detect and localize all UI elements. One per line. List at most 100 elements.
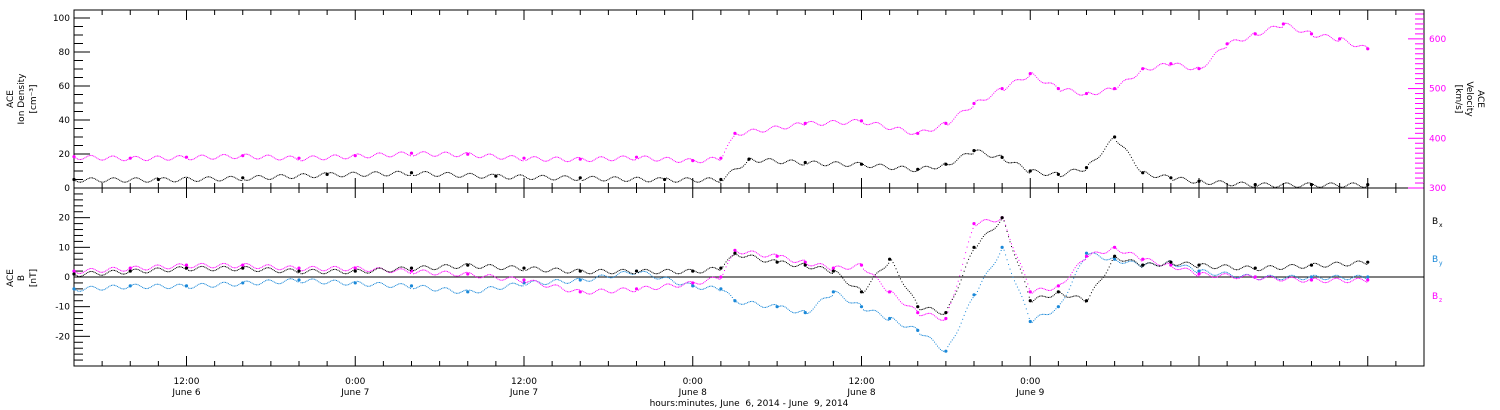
by-series-dot — [1027, 313, 1029, 315]
velocity-series-dot — [430, 154, 432, 156]
velocity-series-dot — [254, 157, 256, 159]
density-series-dot — [919, 168, 921, 170]
density-series-dot — [787, 160, 789, 162]
bx-series-dot — [1361, 261, 1363, 263]
velocity-series-point — [466, 152, 470, 156]
bx-series-dot — [358, 268, 360, 270]
top-right-tick-label: 300 — [1429, 184, 1446, 194]
density-series-dot — [152, 179, 154, 181]
bx-series-dot — [565, 272, 567, 274]
bx-series-point — [831, 269, 835, 273]
by-series-dot — [306, 280, 308, 282]
bz-series-dot — [515, 277, 517, 279]
density-series-dot — [1157, 176, 1159, 178]
bz-series-dot — [812, 265, 814, 267]
bx-series-point — [944, 311, 948, 315]
bx-series-dot — [395, 268, 397, 270]
bz-series-dot — [904, 304, 906, 306]
velocity-series-dot — [799, 122, 801, 124]
bz-series-dot — [229, 265, 231, 267]
density-series-point — [1084, 166, 1089, 170]
by-series-dot — [609, 277, 611, 279]
bz-series-dot — [256, 267, 258, 269]
by-series-dot — [251, 282, 253, 284]
by-series-dot — [688, 282, 690, 284]
x-tick-day-label: June 8 — [678, 388, 707, 398]
bottom-series — [72, 216, 1370, 353]
bz-series-dot — [885, 289, 887, 291]
bz-series-dot — [1224, 273, 1226, 275]
bx-series-dot — [396, 267, 398, 269]
bz-series-dot — [324, 270, 326, 272]
bz-series-dot — [341, 269, 343, 271]
bx-series-dot — [911, 294, 913, 296]
by-series-dot — [516, 283, 518, 285]
density-series-dot — [871, 166, 873, 168]
bz-series-dot — [432, 274, 434, 276]
velocity-series-dot — [1110, 87, 1112, 89]
bx-series-dot — [1273, 266, 1275, 268]
bx-series-dot — [367, 272, 369, 274]
bx-series-dot — [988, 231, 990, 233]
velocity-series-dot — [1275, 26, 1277, 28]
density-series-dot — [652, 179, 654, 181]
by-series-dot — [629, 272, 631, 274]
density-series-dot — [309, 175, 311, 177]
bz-series-dot — [686, 281, 688, 283]
bx-series-dot — [207, 268, 209, 270]
velocity-series-dot — [1299, 31, 1301, 33]
density-series-dot — [607, 179, 609, 181]
density-series-dot — [357, 173, 359, 175]
by-series-dot — [645, 271, 647, 273]
velocity-series-dot — [1252, 33, 1254, 35]
bx-series-dot — [491, 264, 493, 266]
density-series-dot — [1172, 179, 1174, 181]
velocity-series-dot — [965, 109, 967, 111]
by-series-dot — [208, 285, 210, 287]
by-series-dot — [248, 281, 250, 283]
bz-series-dot — [99, 271, 101, 273]
bz-series-dot — [343, 270, 345, 272]
by-series-dot — [1308, 276, 1310, 278]
velocity-series-dot — [855, 119, 857, 121]
bz-series-dot — [1133, 253, 1135, 255]
velocity-series-dot — [118, 158, 120, 160]
density-series-dot — [868, 167, 870, 169]
bx-series-dot — [1117, 258, 1119, 260]
velocity-series-dot — [1302, 31, 1304, 33]
velocity-series-dot — [1132, 77, 1134, 79]
density-series-dot — [465, 173, 467, 175]
velocity-series-point — [733, 131, 737, 135]
velocity-series-dot — [503, 158, 505, 160]
by-series-dot — [328, 281, 330, 283]
bx-series-dot — [153, 268, 155, 270]
velocity-series-dot — [189, 159, 191, 161]
by-series-dot — [674, 282, 676, 284]
density-series-dot — [426, 171, 428, 173]
bz-series-dot — [272, 266, 274, 268]
density-series-dot — [191, 179, 193, 181]
density-series-dot — [289, 177, 291, 179]
by-series-dot — [697, 287, 699, 289]
density-series-dot — [529, 178, 531, 180]
bz-series-dot — [100, 271, 102, 273]
velocity-series-dot — [922, 129, 924, 131]
velocity-series-dot — [609, 160, 611, 162]
bx-series-dot — [948, 304, 950, 306]
velocity-series-dot — [540, 158, 542, 160]
bx-series-dot — [1213, 268, 1215, 270]
density-series-dot — [654, 178, 656, 180]
density-series-dot — [1366, 186, 1368, 188]
velocity-series-dot — [1005, 88, 1007, 90]
velocity-series-point — [1056, 86, 1060, 91]
x-tick-time-label: 0:00 — [1020, 377, 1040, 387]
velocity-series-dot — [673, 160, 675, 162]
density-series-dot — [376, 171, 378, 173]
bz-series-dot — [1286, 278, 1288, 280]
bx-series-dot — [380, 267, 382, 269]
bz-series-dot — [676, 286, 678, 288]
density-series-dot — [586, 178, 588, 180]
by-series-dot — [315, 279, 317, 281]
density-series-dot — [559, 177, 561, 179]
bz-series-dot — [312, 265, 314, 267]
